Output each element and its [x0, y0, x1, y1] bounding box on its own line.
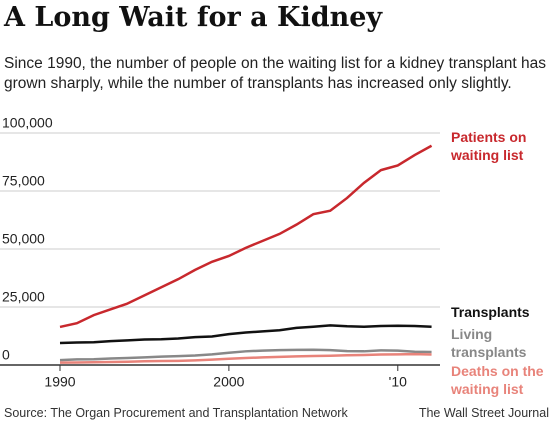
y-tick-label: 75,000	[2, 173, 45, 189]
credit: The Wall Street Journal	[418, 406, 549, 420]
line	[59, 144, 433, 329]
chart-title: A Long Wait for a Kidney	[4, 2, 383, 33]
x-tick-label: 2000	[213, 374, 244, 390]
legend-label: Patients on waiting list	[451, 129, 527, 163]
legend-label: Transplants	[451, 304, 530, 320]
source: Source: The Organ Procurement and Transp…	[4, 406, 348, 420]
legend-label: Deaths on the waiting list	[451, 363, 544, 397]
chart-subtitle: Since 1990, the number of people on the …	[4, 55, 546, 92]
y-tick-label: 50,000	[2, 231, 45, 247]
x-tick-label: 1990	[44, 374, 75, 390]
line	[59, 348, 432, 362]
x-tick-label: '10	[389, 374, 407, 390]
y-tick-label: 0	[2, 347, 10, 363]
line	[59, 324, 432, 345]
y-tick-label: 100,000	[2, 115, 53, 131]
line	[59, 352, 432, 364]
y-tick-label: 25,000	[2, 289, 45, 305]
legend-label: Living transplants	[451, 326, 527, 360]
